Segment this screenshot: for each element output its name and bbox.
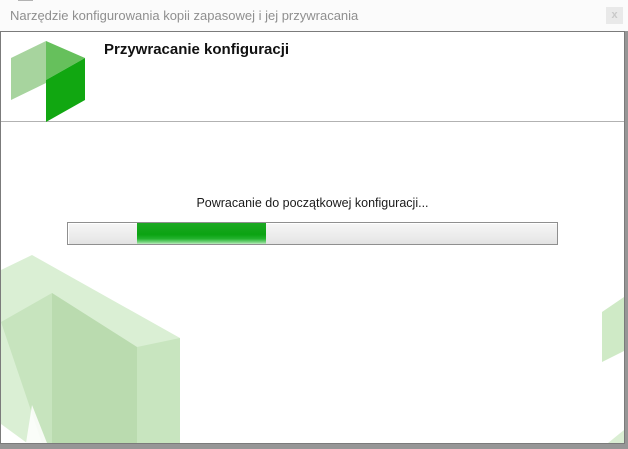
close-icon: x [611, 9, 618, 21]
edge-decoration-bottom-right [608, 430, 624, 443]
watermark-outer-shape [1, 255, 180, 443]
status-text: Powracanie do początkowej konfiguracji..… [196, 196, 429, 210]
edge-decoration-right [602, 297, 624, 362]
screen-artifact-line [18, 0, 33, 1]
window-title: Narzędzie konfigurowania kopii zapasowej… [10, 8, 359, 23]
watermark-corner-cut [1, 424, 27, 443]
dialog-window: Przywracanie konfiguracji Powracanie do … [0, 31, 625, 444]
progress-bar [67, 222, 558, 245]
progress-marquee-block [136, 223, 267, 244]
watermark-inner-fold [52, 293, 137, 443]
watermark-right-column [137, 338, 180, 443]
close-button[interactable]: x [606, 7, 623, 24]
dialog-header: Przywracanie konfiguracji [1, 32, 624, 122]
watermark-wedge-cut [26, 405, 47, 443]
page-title: Przywracanie konfiguracji [104, 41, 290, 58]
window-titlebar[interactable]: Narzędzie konfigurowania kopii zapasowej… [0, 0, 628, 31]
app-logo-icon [11, 41, 85, 122]
watermark-inner-shape [1, 293, 137, 443]
